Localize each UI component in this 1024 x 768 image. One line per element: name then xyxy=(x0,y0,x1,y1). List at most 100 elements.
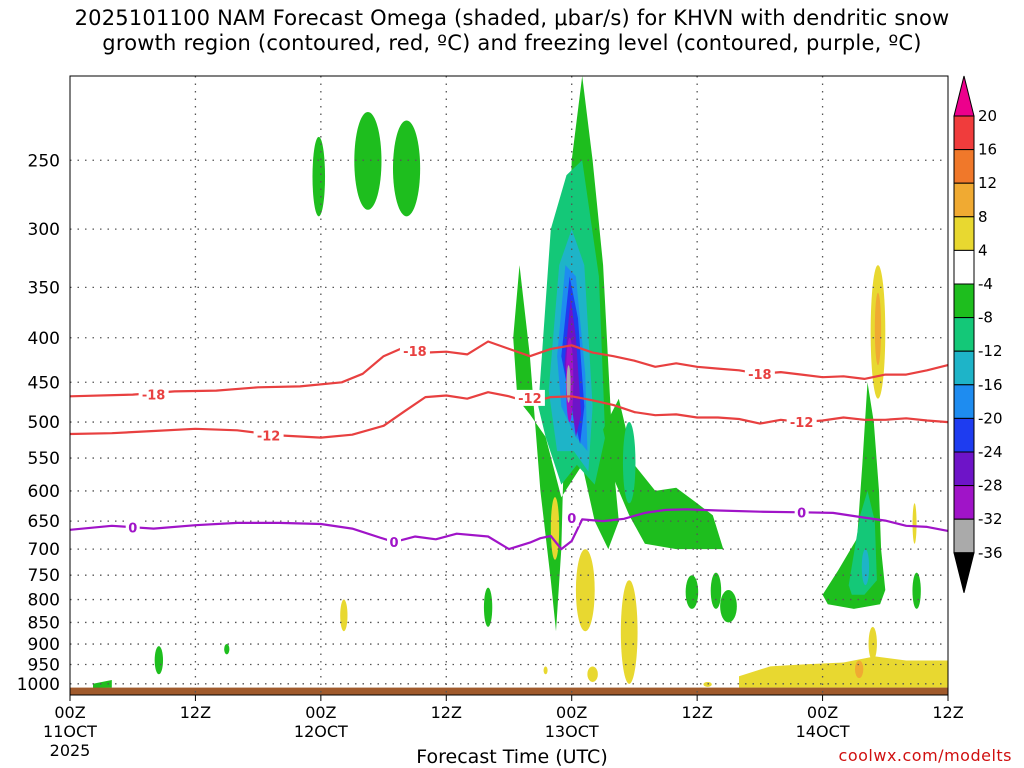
colorbar-label-1: 16 xyxy=(978,141,997,159)
colorbar-bin-4 xyxy=(953,216,975,251)
y-tick-label-550: 550 xyxy=(28,449,60,469)
omega-sinking-cell-2 xyxy=(575,549,595,632)
omega-lowlevel-speck-1 xyxy=(93,680,112,689)
contour-freezing-level xyxy=(69,508,949,551)
x-tick-date-0: 11OCT xyxy=(43,722,97,741)
y-tick-label-850: 850 xyxy=(28,613,60,633)
contour-dgz-minus12 xyxy=(69,391,949,439)
contour-label-bg-freezing-level-2 xyxy=(564,510,579,527)
x-tick-year-0: 2025 xyxy=(50,741,91,760)
contour-label-dgz-minus18-0: -18 xyxy=(142,389,166,404)
omega-second-plume-teal xyxy=(848,490,877,595)
x-tick-label-84: 12Z xyxy=(932,703,963,722)
x-tick-date-48: 13OCT xyxy=(545,722,599,741)
colorbar-bin-7 xyxy=(953,317,975,352)
colorbar-top-arrow xyxy=(953,75,975,117)
omega-sinking-cell-4 xyxy=(587,666,598,682)
y-tick-label-250: 250 xyxy=(28,151,60,171)
colorbar-bin-2 xyxy=(953,149,975,184)
omega-lowlevel-subsidence xyxy=(739,656,948,688)
x-tick-label-36: 12Z xyxy=(431,703,462,722)
colorbar-label-3: 8 xyxy=(978,208,988,226)
omega-sinking-cell-3 xyxy=(620,580,638,684)
colorbar-bottom-arrow xyxy=(953,552,975,593)
omega-upper-sinking-column-peak xyxy=(874,292,882,366)
omega-sinking-cell-5 xyxy=(340,599,348,632)
y-tick-label-450: 450 xyxy=(28,373,60,393)
omega-lowlevel-subsidence-peak xyxy=(854,660,864,679)
colorbar-label-6: -8 xyxy=(978,309,993,327)
omega-upper-cell-3 xyxy=(392,120,421,217)
ground-rect xyxy=(70,687,948,695)
omega-upper-cell-1 xyxy=(312,136,326,217)
ground-band xyxy=(70,687,948,695)
x-tick-label-60: 12Z xyxy=(681,703,712,722)
omega-second-plume-side-cell xyxy=(912,572,921,609)
contour-label-dgz-minus12-2: -12 xyxy=(790,416,814,431)
omega-main-core-minimum xyxy=(566,365,571,403)
colorbar-label-0: 20 xyxy=(978,107,997,125)
contour-label-freezing-level-0: 0 xyxy=(128,521,137,536)
colorbar-label-9: -20 xyxy=(978,409,1003,427)
contour-label-dgz-minus12-0: -12 xyxy=(257,429,281,444)
omega-trailing-cell-2 xyxy=(710,572,722,609)
y-tick-label-700: 700 xyxy=(28,540,60,560)
contour-label-bg-dgz-minus12-2 xyxy=(786,414,817,431)
title-line-1: 2025101100 NAM Forecast Omega (shaded, μ… xyxy=(74,6,950,30)
colorbar-bin-13 xyxy=(953,518,975,554)
omega-shading xyxy=(93,76,948,689)
x-tick-label-12: 12Z xyxy=(180,703,211,722)
x-tick-label-0: 00Z xyxy=(54,703,85,722)
contour-label-freezing-level-2: 0 xyxy=(567,512,576,527)
y-tick-label-750: 750 xyxy=(28,566,60,586)
omega-sinking-cell-7 xyxy=(543,666,548,675)
omega-main-core-green xyxy=(513,76,619,632)
contours: -18 -18 -18 -12 -12 -12 0 0 0 0 xyxy=(69,340,949,551)
colorbar-label-8: -16 xyxy=(978,376,1003,394)
y-tick-label-950: 950 xyxy=(28,655,60,675)
colorbar-bin-12 xyxy=(953,485,975,520)
colorbar-label-5: -4 xyxy=(978,275,993,293)
omega-trailing-cell-3 xyxy=(720,590,737,623)
contour-label-dgz-minus12-1: -12 xyxy=(518,392,542,407)
omega-trailing-plume-teal xyxy=(622,422,636,504)
colorbar-label-2: 12 xyxy=(978,174,997,192)
y-tick-label-600: 600 xyxy=(28,482,60,502)
colorbar-label-13: -36 xyxy=(978,544,1003,562)
contour-dgz-minus18 xyxy=(69,340,949,398)
chart-title: 2025101100 NAM Forecast Omega (shaded, μ… xyxy=(0,6,1024,56)
y-tick-label-300: 300 xyxy=(28,220,60,240)
credit-link[interactable]: coolwx.com/modelts xyxy=(838,746,1012,765)
contour-label-bg-dgz-minus18-2 xyxy=(744,365,775,382)
x-tick-label-72: 00Z xyxy=(807,703,838,722)
colorbar-bin-1 xyxy=(953,115,975,151)
contour-label-bg-dgz-minus18-1 xyxy=(399,342,430,359)
y-tick-label-400: 400 xyxy=(28,329,60,349)
contour-label-bg-dgz-minus18-0 xyxy=(138,386,169,403)
omega-trailing-cell-1 xyxy=(685,575,699,609)
colorbar-bin-9 xyxy=(953,384,975,419)
axes: 2503003504004505005506006507007508008509… xyxy=(17,75,964,760)
omega-lowlevel-speck-4 xyxy=(483,587,493,627)
y-tick-label-650: 650 xyxy=(28,512,60,532)
contour-label-bg-freezing-level-0 xyxy=(125,519,140,536)
colorbar-bin-5 xyxy=(953,249,975,285)
contour-label-bg-freezing-level-3 xyxy=(794,504,809,521)
colorbar: 20 16 12 8 4 -4 -8 -12 -16 -20 -24 -28 -32 -36 xyxy=(953,75,1003,593)
y-tick-label-1000: 1000 xyxy=(17,675,60,695)
colorbar-label-7: -12 xyxy=(978,342,1003,360)
omega-lowlevel-speck-2 xyxy=(154,646,164,675)
y-tick-label-500: 500 xyxy=(28,413,60,433)
omega-trailing-plume xyxy=(603,398,724,550)
y-tick-label-900: 900 xyxy=(28,635,60,655)
colorbar-label-10: -24 xyxy=(978,443,1003,461)
title-line-2: growth region (contoured, red, ºC) and f… xyxy=(102,31,922,55)
colorbar-bin-11 xyxy=(953,451,975,487)
omega-sinking-cell-1 xyxy=(550,497,560,560)
y-tick-label-800: 800 xyxy=(28,591,60,611)
contour-label-bg-freezing-level-1 xyxy=(387,534,402,551)
contour-label-freezing-level-1: 0 xyxy=(390,536,399,551)
x-axis-title: Forecast Time (UTC) xyxy=(416,746,608,768)
colorbar-label-12: -32 xyxy=(978,510,1003,528)
